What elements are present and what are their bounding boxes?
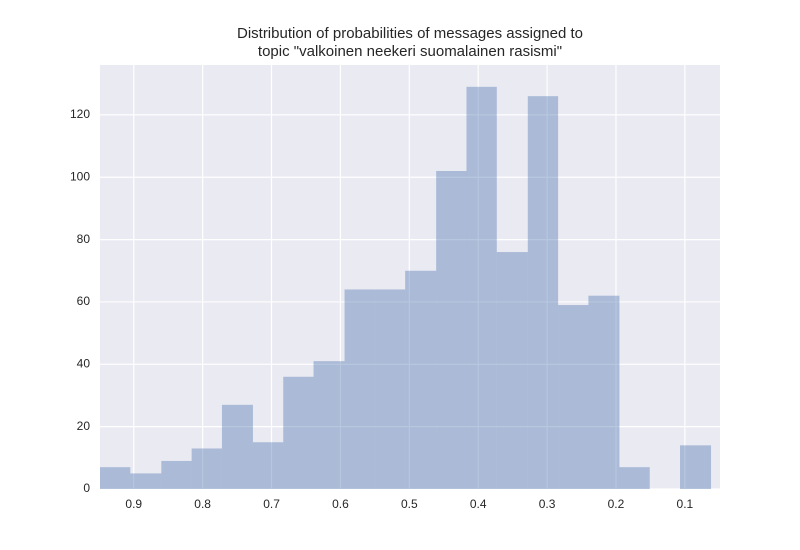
x-tick-label: 0.2	[608, 497, 625, 511]
x-tick-label: 0.9	[125, 497, 142, 511]
x-tick-label: 0.6	[332, 497, 349, 511]
bar	[344, 289, 375, 489]
chart-title: Distribution of probabilities of message…	[237, 25, 583, 42]
bar	[527, 96, 559, 490]
y-tick-label: 80	[77, 232, 91, 246]
y-tick-label: 100	[70, 169, 90, 183]
x-tick-label: 0.4	[470, 497, 487, 511]
bar	[100, 467, 131, 489]
x-tick-label: 0.7	[263, 497, 280, 511]
chart-title: topic "valkoinen neekeri suomalainen ras…	[258, 43, 562, 60]
bar	[221, 404, 253, 489]
bar	[313, 361, 345, 489]
y-tick-label: 20	[77, 419, 91, 433]
bar	[130, 473, 162, 489]
plot-background	[100, 65, 720, 489]
bar	[405, 270, 437, 489]
bar	[374, 289, 406, 489]
y-tick-label: 40	[77, 356, 91, 370]
bar	[436, 171, 467, 489]
bar	[191, 448, 222, 489]
bar	[588, 295, 620, 489]
bar	[283, 376, 314, 489]
bar	[619, 467, 650, 489]
bar	[680, 445, 712, 489]
y-tick-label: 60	[77, 294, 91, 308]
y-tick-label: 120	[70, 107, 90, 121]
bar	[558, 305, 589, 489]
bar	[496, 252, 528, 489]
bar	[161, 460, 192, 489]
x-tick-label: 0.8	[194, 497, 211, 511]
x-tick-label: 0.1	[677, 497, 694, 511]
bar	[252, 442, 284, 489]
y-tick-label: 0	[83, 481, 90, 495]
x-tick-label: 0.3	[539, 497, 556, 511]
bar	[466, 86, 497, 489]
x-tick-label: 0.5	[401, 497, 418, 511]
